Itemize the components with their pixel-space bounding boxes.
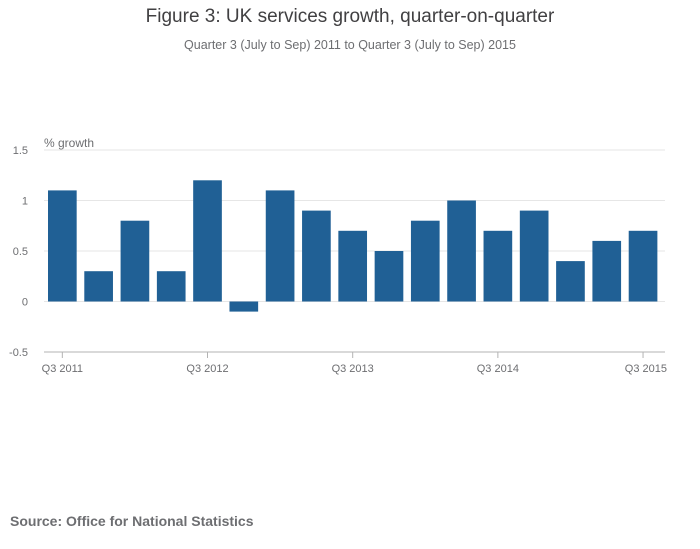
y-tick-label: -0.5: [9, 347, 28, 359]
bar-q2-2014[interactable]: [447, 200, 476, 302]
x-tick-label: Q3 2015: [625, 363, 667, 375]
bar-q1-2014[interactable]: [410, 220, 440, 302]
bar-q3-2014[interactable]: [483, 230, 513, 302]
y-tick-label: 0: [22, 297, 28, 309]
bar-q3-2011[interactable]: [48, 190, 77, 302]
bar-q1-2012[interactable]: [120, 220, 150, 302]
x-tick-label: Q3 2011: [42, 363, 83, 375]
bar-q4-2011[interactable]: [84, 271, 113, 302]
x-tick-label: Q3 2012: [186, 363, 228, 375]
y-tick-label: 0.5: [13, 246, 28, 258]
bar-q3-2012[interactable]: [193, 180, 222, 302]
bar-q2-2015[interactable]: [592, 240, 622, 302]
bar-q3-2015[interactable]: [628, 230, 658, 302]
x-tick-label: Q3 2014: [477, 363, 519, 375]
y-tick-label: 1: [22, 196, 28, 208]
bar-q4-2012[interactable]: [229, 301, 259, 312]
bar-q4-2013[interactable]: [374, 251, 404, 302]
bars: [48, 180, 658, 312]
y-tick-label: 1.5: [13, 145, 28, 157]
chart-subtitle: Quarter 3 (July to Sep) 2011 to Quarter …: [184, 38, 516, 52]
bar-q1-2015[interactable]: [556, 261, 585, 302]
source-note: Source: Office for National Statistics: [10, 513, 254, 529]
bar-q2-2012[interactable]: [156, 271, 186, 302]
x-tick-label: Q3 2013: [332, 363, 374, 375]
bar-q4-2014[interactable]: [519, 210, 549, 302]
y-axis-label: % growth: [44, 136, 94, 150]
bar-q2-2013[interactable]: [302, 210, 331, 302]
x-axis-ticks: Q3 2011 Q3 2012 Q3 2013 Q3 2014 Q3 2015: [42, 352, 667, 375]
chart-title: Figure 3: UK services growth, quarter-on…: [145, 6, 555, 27]
bar-q1-2013[interactable]: [265, 190, 295, 302]
bar-q3-2013[interactable]: [338, 230, 368, 302]
y-axis-ticks: -0.5 0 0.5 1 1.5: [9, 145, 28, 359]
